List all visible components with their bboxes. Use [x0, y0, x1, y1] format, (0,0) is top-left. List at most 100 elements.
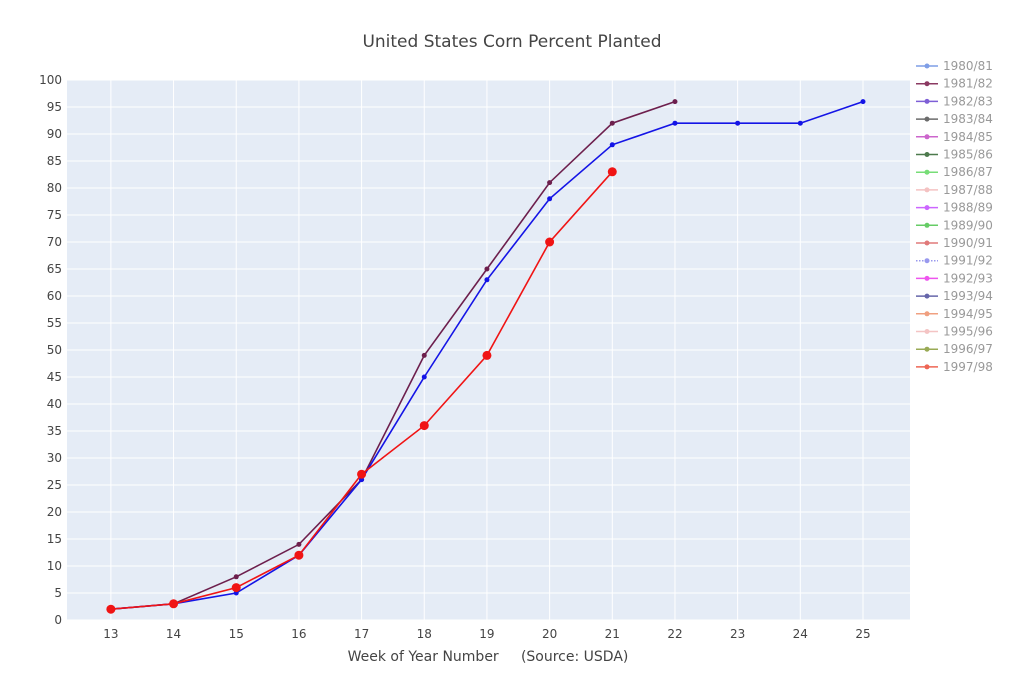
legend-item[interactable]: 1981/82 [916, 77, 993, 91]
legend-label: 1994/95 [943, 307, 993, 321]
legend-marker [924, 275, 930, 281]
y-tick-label: 85 [47, 154, 62, 168]
legend-item[interactable]: 1989/90 [916, 218, 993, 232]
data-point [860, 99, 866, 105]
legend-marker [924, 346, 930, 352]
legend-marker [924, 364, 930, 370]
y-tick-label: 0 [54, 613, 62, 627]
data-point [547, 196, 553, 202]
y-tick-label: 55 [47, 316, 62, 330]
legend-marker [924, 134, 930, 140]
data-point [231, 583, 241, 593]
legend-label: 1997/98 [943, 360, 993, 374]
legend[interactable]: 1980/81 1981/82 1982/83 1983/84 1984/85 1985/… [916, 59, 993, 374]
legend-label: 1987/88 [943, 183, 993, 197]
legend-label: 1985/86 [943, 148, 993, 162]
y-tick-label: 10 [47, 559, 62, 573]
data-point [421, 374, 427, 380]
y-tick-label: 20 [47, 505, 62, 519]
y-tick-label: 15 [47, 532, 62, 546]
legend-marker [924, 258, 930, 264]
x-axis-title: Week of Year Number (Source: USDA) [348, 649, 629, 665]
data-point [296, 541, 302, 547]
y-tick-label: 60 [47, 289, 62, 303]
legend-label: 1992/93 [943, 271, 993, 285]
chart-title: United States Corn Percent Planted [362, 32, 661, 52]
legend-label: 1981/82 [943, 77, 993, 91]
data-point [545, 237, 555, 247]
legend-item[interactable]: 1982/83 [916, 94, 993, 108]
legend-item[interactable]: 1997/98 [916, 360, 993, 374]
legend-marker [924, 169, 930, 175]
series-line [110, 100, 676, 610]
legend-item[interactable]: 1986/87 [916, 165, 993, 179]
data-point [547, 180, 553, 186]
legend-item[interactable]: 1987/88 [916, 183, 993, 197]
x-tick-labels: 13 14 15 16 17 18 19 20 21 22 23 24 25 [103, 627, 870, 641]
legend-item[interactable]: 1992/93 [916, 271, 993, 285]
y-tick-label: 70 [47, 235, 62, 249]
legend-item[interactable]: 1991/92 [916, 254, 993, 268]
legend-label: 1983/84 [943, 112, 993, 126]
legend-item[interactable]: 1980/81 [916, 59, 993, 73]
y-tick-label: 30 [47, 451, 62, 465]
legend-item[interactable]: 1983/84 [916, 112, 993, 126]
legend-marker [924, 152, 930, 157]
y-tick-label: 100 [39, 73, 62, 87]
legend-label: 1984/85 [943, 130, 993, 144]
legend-marker [924, 311, 930, 317]
legend-item[interactable]: 1990/91 [916, 236, 993, 250]
x-tick-label: 15 [229, 627, 244, 641]
y-tick-label: 50 [47, 343, 62, 357]
series-19 [108, 99, 866, 612]
x-tick-label: 23 [730, 627, 745, 641]
legend-item[interactable]: 1985/86 [916, 148, 993, 162]
legend-marker [924, 222, 930, 228]
legend-item[interactable]: 1994/95 [916, 307, 993, 321]
legend-marker [924, 81, 930, 87]
legend-label: 1986/87 [943, 165, 993, 179]
legend-label: 1991/92 [943, 254, 993, 268]
data-point [482, 350, 492, 360]
legend-marker [924, 116, 930, 122]
data-point [672, 99, 678, 105]
y-gridlines [67, 79, 910, 621]
legend-label: 1980/81 [943, 59, 993, 73]
x-tick-label: 20 [542, 627, 557, 641]
x-tick-label: 25 [855, 627, 870, 641]
y-tick-label: 90 [47, 127, 62, 141]
data-point [672, 120, 678, 126]
legend-item[interactable]: 1984/85 [916, 130, 993, 144]
y-tick-labels: 0 5 10 15 20 25 30 35 40 45 50 55 60 65 70 75 80 85 90 95 10… [39, 73, 62, 627]
y-tick-label: 5 [54, 586, 62, 600]
data-point [735, 120, 741, 126]
data-point [421, 352, 427, 358]
y-tick-label: 80 [47, 181, 62, 195]
legend-marker [924, 329, 930, 334]
data-point [106, 604, 116, 614]
data-point [609, 120, 615, 126]
legend-marker [924, 187, 930, 193]
legend-marker [924, 63, 930, 69]
data-point [609, 142, 615, 148]
x-tick-label: 13 [103, 627, 118, 641]
legend-item[interactable]: 1995/96 [916, 325, 993, 339]
x-tick-label: 16 [291, 627, 306, 641]
data-point [233, 574, 239, 580]
legend-marker [924, 98, 930, 104]
data-point [419, 421, 429, 431]
data-point [797, 120, 803, 126]
x-tick-label: 17 [354, 627, 369, 641]
legend-item[interactable]: 1996/97 [916, 342, 993, 356]
legend-item[interactable]: 1988/89 [916, 201, 993, 215]
legend-item[interactable]: 1993/94 [916, 289, 993, 303]
y-tick-label: 75 [47, 208, 62, 222]
x-tick-label: 19 [479, 627, 494, 641]
legend-label: 1989/90 [943, 218, 993, 232]
legend-label: 1982/83 [943, 94, 993, 108]
x-gridlines [110, 80, 864, 620]
y-tick-label: 65 [47, 262, 62, 276]
data-point [607, 167, 617, 177]
data-point [484, 277, 490, 283]
